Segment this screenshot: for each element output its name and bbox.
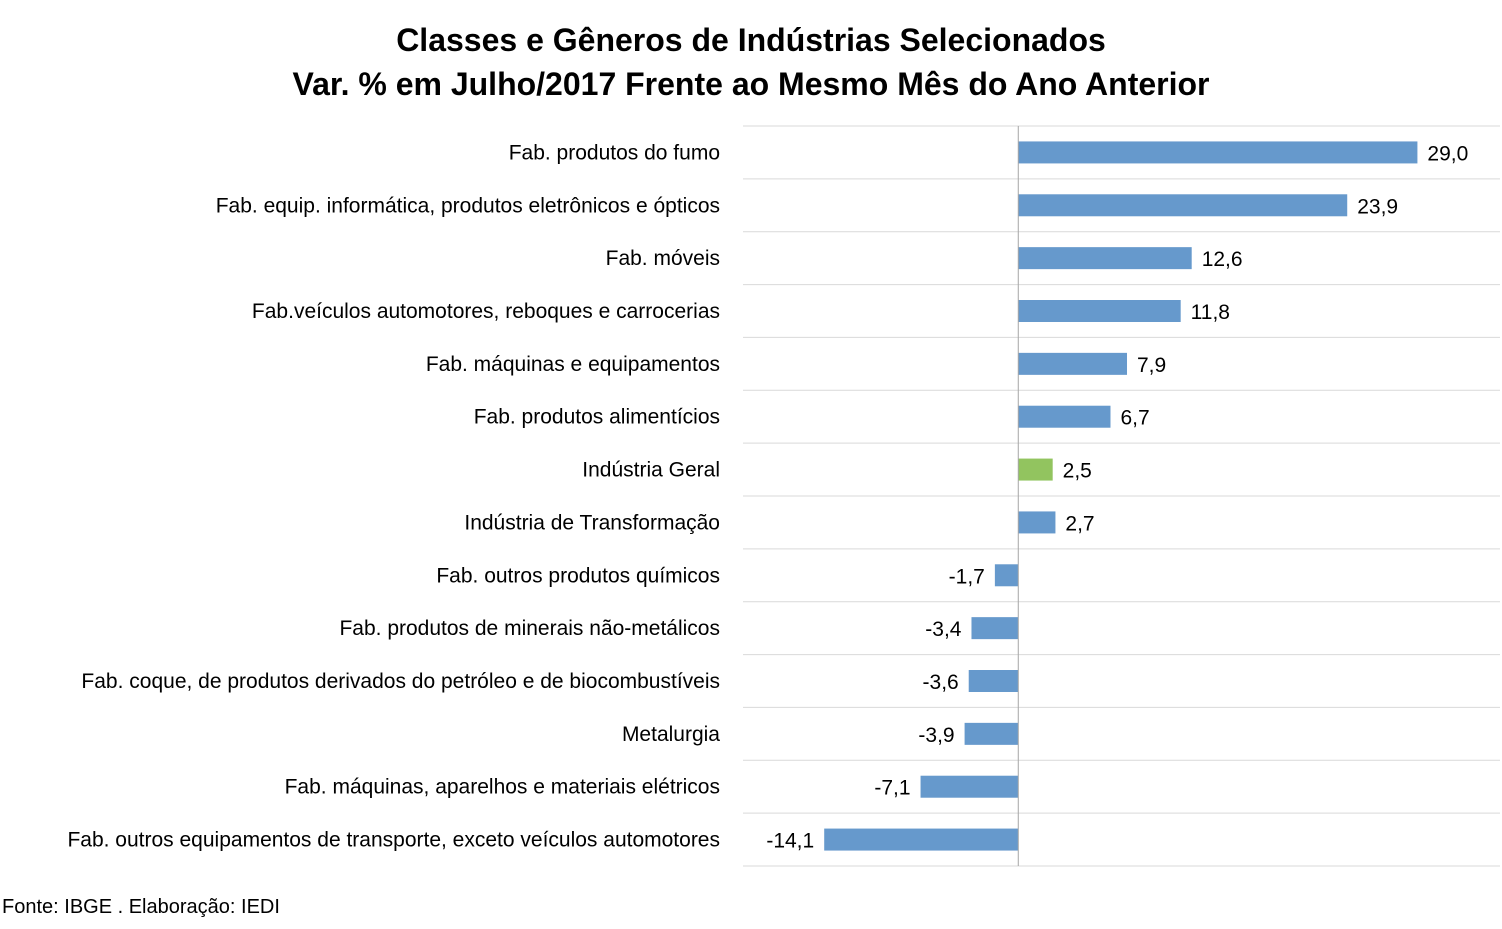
category-label: Fab. produtos do fumo [509,141,720,164]
data-label: 29,0 [1427,142,1468,165]
data-label: -3,9 [918,724,954,747]
category-label: Fab. coque, de produtos derivados do pet… [81,670,720,693]
data-label: 11,8 [1191,301,1230,324]
bar [994,564,1019,587]
bar [1018,352,1128,375]
category-label: Fab.veículos automotores, reboques e car… [252,300,720,323]
bar [1018,458,1053,481]
bar [824,828,1019,851]
data-label: 7,9 [1137,354,1166,377]
category-label: Fab. produtos alimentícios [474,406,720,429]
category-label: Indústria Geral [582,459,720,482]
chart-title: Classes e Gêneros de Indústrias Selecion… [396,22,1106,58]
category-label: Fab. outros equipamentos de transporte, … [67,829,720,852]
bar [964,722,1019,745]
category-label: Indústria de Transformação [464,511,720,534]
data-label: 12,6 [1202,248,1243,271]
data-label: -3,6 [923,671,959,694]
data-label: -1,7 [949,565,985,588]
data-label: 2,5 [1063,460,1092,483]
bar [1018,247,1192,270]
category-label: Fab. móveis [606,247,720,270]
bar [1018,511,1056,534]
bar [1018,194,1348,217]
data-label: -3,4 [925,618,962,641]
bar [1018,300,1181,322]
bar [920,775,1019,798]
bar [968,670,1019,692]
data-label: 23,9 [1357,195,1398,218]
data-label: -7,1 [874,777,910,800]
data-label: 6,7 [1120,407,1149,430]
bar [1018,405,1111,428]
category-label: Fab. máquinas e equipamentos [426,353,720,376]
category-label: Metalurgia [622,723,720,746]
category-label: Fab. máquinas, aparelhos e materiais elé… [285,776,720,799]
category-label: Fab. outros produtos químicos [436,564,720,587]
data-label: -14,1 [766,830,814,853]
data-label: 2,7 [1065,512,1094,535]
source-note: Fonte: IBGE . Elaboração: IEDI [2,896,280,918]
chart-subtitle: Var. % em Julho/2017 Frente ao Mesmo Mês… [292,66,1210,102]
category-label: Fab. produtos de minerais não-metálicos [339,617,720,640]
bar [1018,141,1418,164]
bar [971,617,1019,640]
category-label: Fab. equip. informática, produtos eletrô… [216,194,720,217]
